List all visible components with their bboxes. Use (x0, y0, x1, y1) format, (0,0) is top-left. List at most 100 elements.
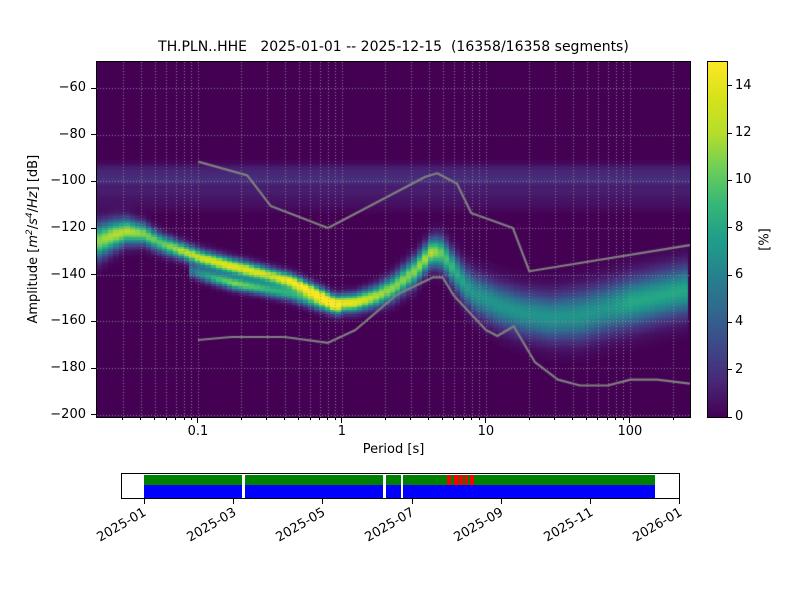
x-minor-tick (384, 417, 386, 420)
colorbar-border (707, 61, 728, 418)
timeline-tick-label: 2025-11 (540, 505, 596, 546)
colorbar-tick-label: 8 (735, 219, 744, 235)
x-minor-tick (597, 417, 599, 420)
colorbar-tick (727, 132, 732, 134)
y-tick-label: −120 (50, 220, 86, 236)
plot-area-border (96, 61, 691, 418)
x-minor-tick (266, 417, 268, 420)
x-minor-tick (572, 417, 574, 420)
x-minor-tick (528, 417, 530, 420)
colorbar-tick (727, 321, 732, 323)
x-minor-tick (122, 417, 124, 420)
colorbar-tick (727, 369, 732, 371)
x-minor-tick (284, 417, 286, 420)
x-major-tick (197, 417, 199, 423)
x-minor-tick (140, 417, 142, 420)
x-major-tick (629, 417, 631, 423)
coverage-gap (241, 474, 245, 498)
colorbar-tick (727, 179, 732, 181)
colorbar-tick-label: 12 (735, 125, 752, 140)
x-minor-tick (334, 417, 336, 420)
coverage-bar-green (144, 474, 656, 485)
coverage-gap (400, 474, 403, 498)
y-tick (91, 320, 97, 322)
y-tick (91, 180, 97, 182)
x-minor-tick (478, 417, 480, 420)
x-minor-tick (554, 417, 556, 420)
x-minor-tick (240, 417, 242, 420)
y-tick-label: −180 (50, 360, 86, 376)
x-minor-tick (453, 417, 455, 420)
colorbar-tick (727, 274, 732, 276)
y-tick-label: −100 (50, 173, 86, 189)
plot-title: TH.PLN..HHE 2025-01-01 -- 2025-12-15 (16… (158, 39, 629, 55)
colorbar-tick-label: 4 (735, 314, 744, 330)
y-tick-label: −60 (58, 80, 86, 96)
colorbar-tick-label: 0 (735, 409, 744, 424)
coverage-red-segment (465, 474, 468, 485)
y-tick (91, 274, 97, 276)
colorbar-tick (727, 227, 732, 229)
timeline-tick-label: 2025-07 (362, 505, 418, 546)
x-major-tick (485, 417, 487, 423)
x-major-tick (341, 417, 343, 423)
colorbar-tick-label: 14 (735, 77, 752, 93)
colorbar-tick-label: 2 (735, 361, 744, 377)
y-tick-label: −200 (50, 406, 86, 422)
x-minor-tick (428, 417, 430, 420)
x-minor-tick (319, 417, 321, 420)
x-minor-tick (183, 417, 185, 420)
timeline-tick (233, 498, 235, 504)
timeline-tick (679, 498, 681, 504)
x-minor-tick (607, 417, 609, 420)
y-tick-label: −140 (50, 266, 86, 282)
coverage-gap (382, 474, 386, 498)
x-minor-tick (463, 417, 465, 420)
colorbar-tick-label: 6 (735, 267, 744, 282)
x-tick-label: 10 (477, 424, 495, 439)
ppsd-heatmap (97, 62, 690, 417)
timeline-tick (590, 498, 592, 504)
x-minor-tick (154, 417, 156, 420)
coverage-red-segment (447, 474, 451, 485)
timeline-tick (500, 498, 502, 504)
timeline-tick (322, 498, 324, 504)
x-minor-tick (586, 417, 588, 420)
x-minor-tick (309, 417, 311, 420)
y-tick-label: −160 (50, 313, 86, 329)
x-minor-tick (327, 417, 329, 420)
timeline-tick-label: 2025-03 (183, 505, 239, 546)
y-tick (91, 414, 97, 416)
x-minor-tick (410, 417, 412, 420)
x-minor-tick (298, 417, 300, 420)
coverage-bar-blue (144, 484, 656, 498)
x-tick-label: 1 (337, 424, 347, 439)
y-tick (91, 134, 97, 136)
y-tick (91, 87, 97, 89)
x-axis-label: Period [s] (362, 442, 425, 457)
timeline-tick-label: 2026-01 (630, 505, 685, 546)
y-tick (91, 367, 97, 369)
coverage-red-segment (460, 474, 463, 485)
x-minor-tick (615, 417, 617, 420)
timeline-tick (143, 498, 145, 504)
x-minor-tick (165, 417, 167, 420)
x-minor-tick (622, 417, 624, 420)
y-tick (91, 227, 97, 229)
colorbar-tick-label: 10 (735, 172, 752, 188)
x-minor-tick (471, 417, 473, 420)
timeline-tick-label: 2025-09 (451, 505, 507, 546)
timeline-tick (411, 498, 413, 504)
x-minor-tick (442, 417, 444, 420)
timeline-tick-label: 2025-01 (94, 505, 150, 546)
colorbar-gradient (708, 62, 727, 417)
y-tick-label: −80 (58, 126, 86, 142)
x-minor-tick (672, 417, 674, 420)
x-tick-label: 100 (617, 424, 643, 439)
colorbar-tick (727, 85, 732, 87)
x-tick-label: 0.1 (187, 424, 209, 439)
coverage-red-segment (469, 474, 474, 485)
